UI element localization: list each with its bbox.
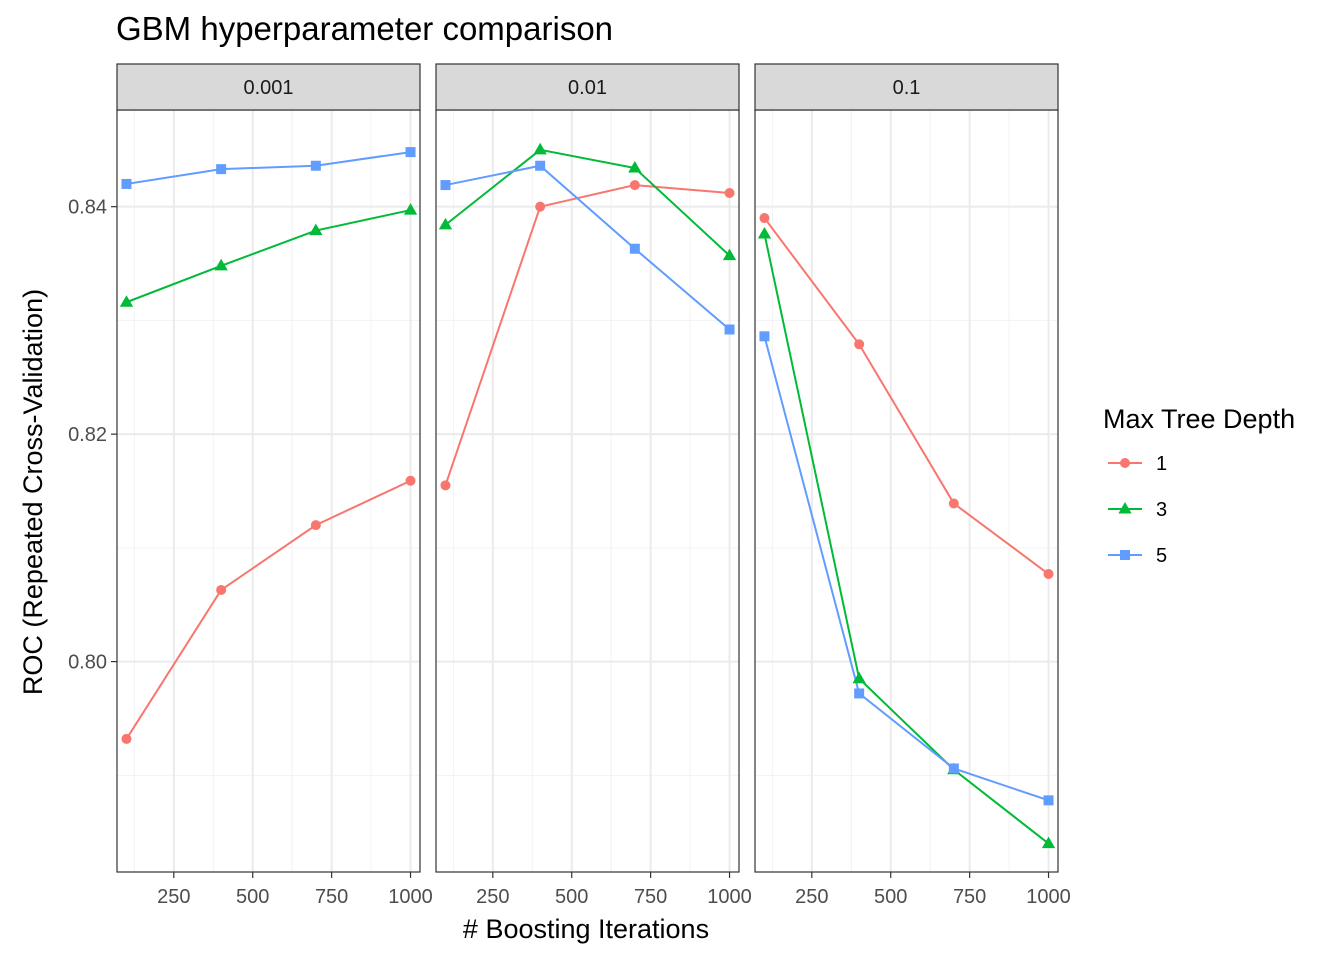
x-tick-label: 1000 [1026, 886, 1071, 908]
panel-border [435, 109, 740, 873]
series-line-depth-5 [126, 151, 411, 185]
data-point-depth-3 [119, 295, 134, 307]
minor-gridlines [117, 110, 420, 872]
legend-key-marker [1120, 458, 1130, 468]
y-axis-title: ROC (Repeated Cross-Validation) [18, 289, 48, 695]
x-tick-label: 250 [795, 886, 828, 908]
x-tick-label: 500 [555, 886, 588, 908]
panel-0: 0.001 [116, 63, 421, 873]
data-point-depth-3 [438, 217, 453, 230]
legend-title: Max Tree Depth [1103, 404, 1295, 434]
panel-border [754, 109, 1059, 873]
data-point-depth-5 [1043, 795, 1054, 806]
legend: Max Tree Depth 1 3 5 [1103, 404, 1295, 567]
series-line-depth-3 [126, 209, 411, 304]
data-point-depth-1 [948, 498, 959, 509]
series-line-depth-1 [125, 479, 411, 740]
x-axis-title: # Boosting Iterations [463, 914, 709, 944]
x-tick-label: 1000 [707, 886, 752, 908]
data-point-depth-1 [405, 475, 416, 486]
data-point-depth-5 [440, 180, 451, 191]
panel-1: 0.01 [435, 63, 740, 873]
legend-key-marker [1118, 502, 1132, 514]
legend-entry-depth-5: 5 [1108, 545, 1167, 567]
series-line-depth-1 [763, 217, 1050, 575]
facet-strip [116, 63, 421, 111]
chart-title: GBM hyperparameter comparison [116, 10, 613, 47]
x-tick-label: 250 [157, 886, 190, 908]
minor-gridlines [755, 110, 1058, 872]
data-point-depth-5 [216, 164, 227, 175]
y-tick-label: 0.82 [68, 424, 107, 446]
x-tick-label: 500 [236, 886, 269, 908]
data-point-depth-5 [759, 331, 770, 342]
series-line-depth-1 [444, 184, 730, 486]
data-point-depth-5 [310, 160, 321, 171]
facet-strip [435, 63, 740, 111]
data-point-depth-1 [216, 584, 227, 595]
axes: 250 500 750 1000 250 500 750 1000 250 500 750 1000 0… [68, 197, 1071, 908]
data-point-depth-1 [629, 180, 640, 191]
data-point-depth-3 [757, 226, 772, 239]
data-point-depth-3 [214, 258, 228, 271]
data-point-depth-3 [1041, 836, 1056, 849]
y-tick-label: 0.84 [68, 197, 107, 219]
data-point-depth-3 [533, 142, 547, 155]
series-line-depth-5 [445, 164, 731, 331]
data-point-depth-1 [310, 520, 321, 531]
series-line-depth-5 [763, 336, 1049, 802]
legend-label: 5 [1156, 545, 1167, 567]
data-point-depth-5 [629, 243, 640, 254]
legend-label: 1 [1156, 453, 1167, 475]
data-point-depth-1 [759, 213, 770, 224]
data-point-depth-1 [854, 339, 865, 350]
minor-gridlines [436, 110, 739, 872]
series-line-depth-3 [444, 148, 731, 257]
data-point-depth-1 [724, 188, 735, 199]
major-gridlines [436, 110, 739, 872]
data-point-depth-5 [535, 160, 546, 171]
data-point-depth-5 [121, 178, 132, 189]
y-tick-label: 0.80 [68, 652, 107, 674]
facet-strip-label: 0.01 [568, 77, 607, 99]
series-line-depth-3 [763, 233, 1050, 845]
panel-border [116, 109, 421, 873]
legend-key-marker [1120, 550, 1130, 560]
x-tick-label: 500 [874, 886, 907, 908]
x-tick-label: 1000 [388, 886, 433, 908]
major-gridlines [755, 110, 1058, 872]
data-point-depth-5 [854, 688, 865, 699]
data-point-depth-3 [309, 223, 323, 236]
panels: 0.001 0.01 0.1 [116, 63, 1059, 873]
data-point-depth-5 [405, 147, 416, 158]
panel-2: 0.1 [754, 63, 1059, 873]
data-point-depth-5 [724, 324, 735, 335]
facet-strip-label: 0.1 [893, 77, 921, 99]
legend-entry-depth-1: 1 [1108, 453, 1167, 475]
x-tick-label: 750 [315, 886, 348, 908]
data-point-depth-5 [948, 763, 959, 774]
legend-entry-depth-3: 3 [1108, 499, 1167, 521]
data-point-depth-3 [722, 248, 737, 261]
data-point-depth-1 [440, 480, 451, 491]
facet-strip [754, 63, 1059, 111]
major-gridlines [117, 110, 420, 872]
data-point-depth-3 [852, 671, 866, 684]
data-point-depth-1 [1043, 569, 1054, 580]
facet-strip-label: 0.001 [243, 77, 293, 99]
x-tick-label: 250 [476, 886, 509, 908]
data-point-depth-3 [403, 203, 418, 215]
data-point-depth-1 [535, 201, 546, 212]
x-tick-label: 750 [953, 886, 986, 908]
legend-label: 3 [1156, 499, 1167, 521]
data-point-depth-1 [121, 733, 132, 744]
data-point-depth-3 [628, 161, 642, 173]
x-tick-label: 750 [634, 886, 667, 908]
